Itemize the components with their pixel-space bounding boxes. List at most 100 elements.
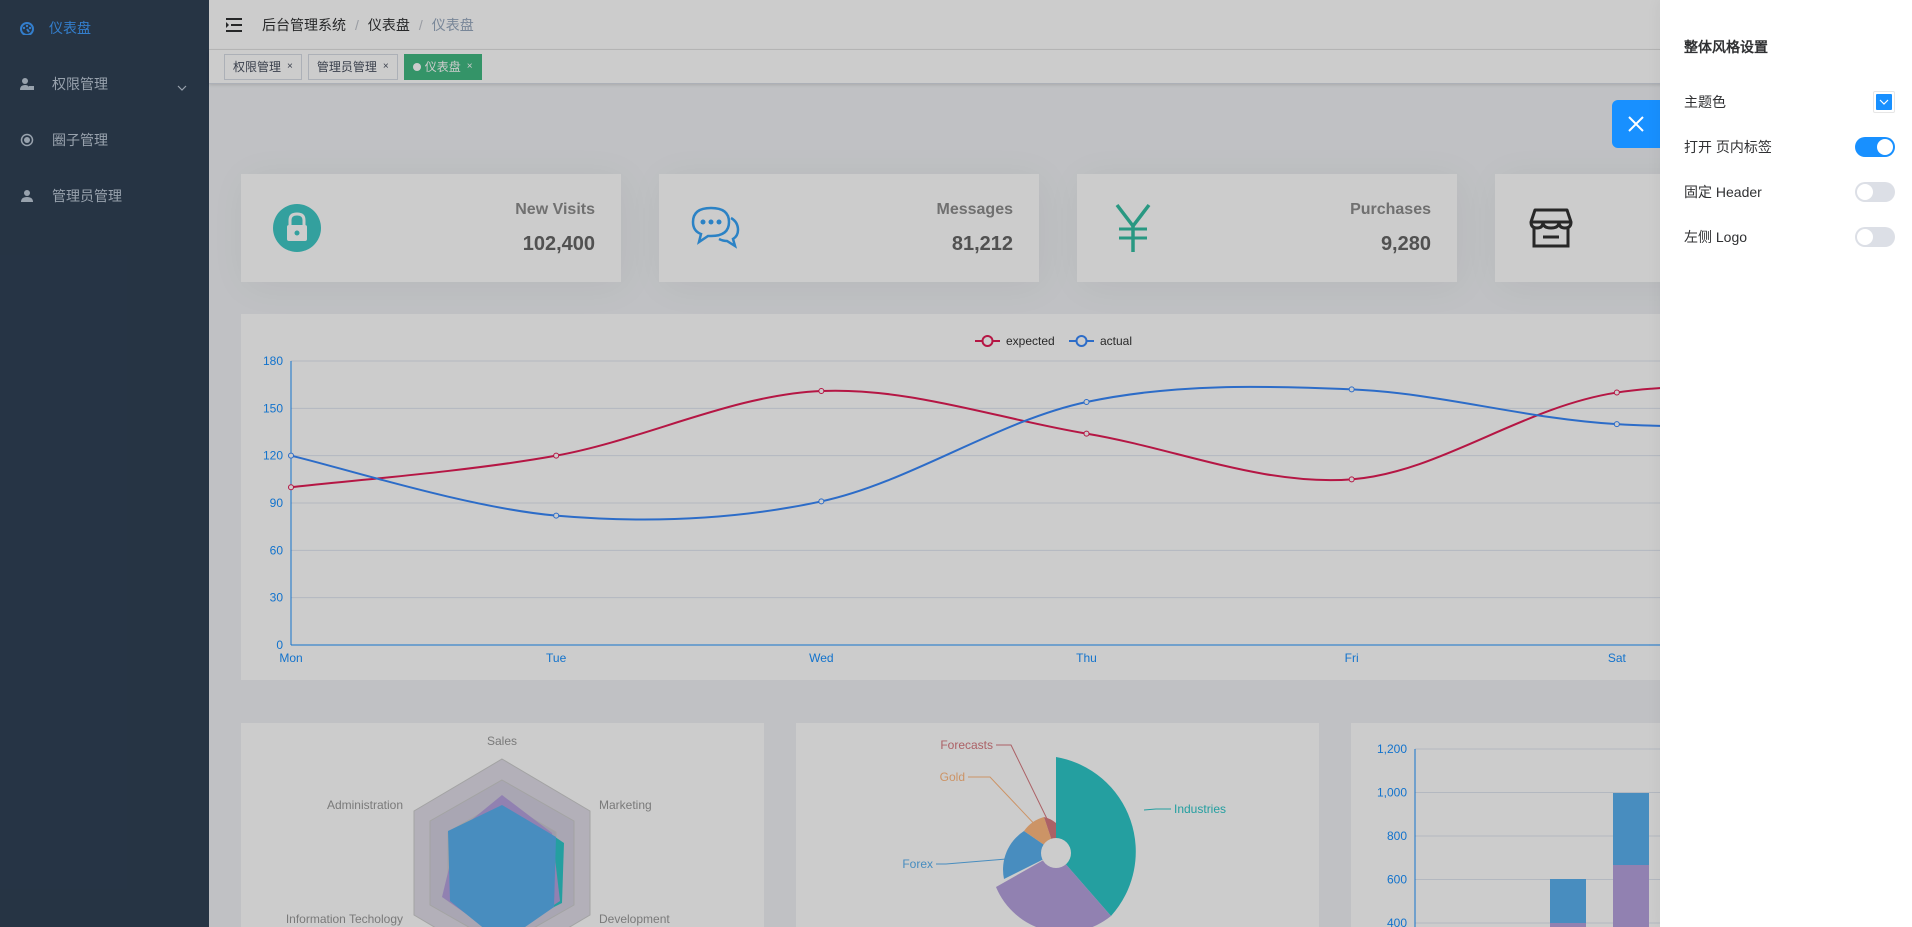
radar-series	[448, 805, 556, 927]
close-icon[interactable]: ×	[466, 60, 473, 72]
close-icon[interactable]: ×	[287, 60, 293, 72]
tag-label: 仪表盘	[424, 59, 461, 74]
tags-view: 权限管理 × 管理员管理 × 仪表盘 ×	[209, 50, 1912, 84]
y-tick-label: 120	[263, 449, 283, 463]
close-icon[interactable]: ×	[382, 60, 389, 72]
setting-label: 打开 页内标签	[1684, 138, 1772, 155]
y-tick-label: 400	[1387, 916, 1407, 927]
breadcrumb: 后台管理系统 / 仪表盘 / 仪表盘	[262, 15, 474, 35]
sidebar-logo-switch[interactable]	[1855, 226, 1895, 247]
settings-close-button[interactable]	[1612, 100, 1660, 148]
data-point	[1613, 421, 1620, 428]
close-icon	[1628, 116, 1644, 132]
sidebar-item-admins[interactable]: 管理员管理	[0, 168, 209, 224]
x-tick-label: Thu	[1076, 651, 1097, 665]
active-dot	[412, 62, 421, 71]
data-point	[1348, 386, 1355, 393]
bar	[1550, 879, 1586, 927]
sidebar-item-label: 权限管理	[52, 76, 108, 92]
panel-new-visits[interactable]: New Visits 102,400	[241, 174, 621, 282]
pie-chart-card: Industries Forecasts Gold Forex	[796, 723, 1319, 927]
radar-indicator: Sales	[487, 734, 517, 748]
chevron-down-icon	[1879, 99, 1889, 105]
pie-slice	[1003, 831, 1056, 879]
settings-panel: 整体风格设置 主题色 打开 页内标签 固定 Header 左侧 Logo	[1660, 0, 1912, 927]
yen-icon	[1105, 200, 1161, 256]
data-point	[1083, 399, 1090, 406]
theme-color-picker[interactable]	[1873, 90, 1895, 113]
bar-chart: 400 600 800 1,000 1,200	[1377, 742, 1874, 927]
x-tick-label: Tue	[546, 651, 567, 665]
radar-indicator: Development	[599, 912, 670, 926]
legend-marker	[1075, 335, 1088, 347]
setting-label: 主题色	[1684, 93, 1726, 110]
sidebar: 仪表盘 权限管理 圈子管理 管理员管理	[0, 0, 209, 927]
message-icon	[687, 200, 743, 256]
legend-label: actual	[1100, 334, 1132, 348]
breadcrumb-item[interactable]: 仪表盘	[367, 16, 410, 33]
setting-theme-color: 主题色	[1684, 79, 1912, 124]
data-point	[288, 452, 294, 459]
fixed-header-switch[interactable]	[1855, 181, 1895, 202]
navbar: 后台管理系统 / 仪表盘 / 仪表盘	[209, 0, 1912, 50]
data-point	[553, 452, 560, 459]
setting-label: 左侧 Logo	[1684, 228, 1748, 245]
tag-permissions[interactable]: 权限管理 ×	[224, 53, 302, 80]
breadcrumb-item[interactable]: 后台管理系统	[262, 16, 346, 33]
radar-indicator: Administration	[327, 798, 403, 812]
x-tick-label: Fri	[1345, 651, 1359, 665]
breadcrumb-separator: /	[355, 16, 359, 33]
y-tick-label: 600	[1387, 873, 1407, 887]
y-tick-label: 800	[1387, 829, 1407, 843]
x-tick-label: Sat	[1608, 651, 1627, 665]
dashboard-icon	[20, 21, 34, 35]
data-point	[818, 387, 825, 394]
dashboard-content: New Visits 102,400 Messages 81,212 Purch…	[209, 115, 1912, 927]
user-lock-icon	[20, 77, 34, 91]
user-icon	[20, 189, 34, 203]
data-point	[1613, 389, 1620, 396]
y-tick-label: 150	[263, 401, 283, 415]
radar-chart-card: Sales Marketing Development Information …	[241, 723, 764, 927]
circle-icon	[20, 133, 34, 147]
x-tick-label: Wed	[809, 651, 833, 665]
panel-purchases[interactable]: Purchases 9,280	[1077, 174, 1457, 282]
tags-view-switch[interactable]	[1855, 136, 1895, 157]
setting-sidebar-logo: 左侧 Logo	[1684, 214, 1912, 259]
chevron-down-icon	[177, 78, 187, 94]
panel-label: Purchases	[1350, 200, 1431, 218]
pie-slice	[1056, 757, 1136, 916]
hamburger-button[interactable]	[209, 0, 259, 50]
y-tick-label: 1,200	[1377, 742, 1407, 756]
radar-indicator: Information Techology	[286, 912, 403, 926]
tag-label: 管理员管理	[316, 59, 377, 74]
sidebar-item-permissions[interactable]: 权限管理	[0, 56, 209, 112]
tag-admins[interactable]: 管理员管理 ×	[307, 53, 398, 80]
tag-dashboard[interactable]: 仪表盘 ×	[403, 53, 482, 80]
panel-value: 102,400	[522, 232, 595, 255]
pie-label: Industries	[1174, 802, 1226, 816]
breadcrumb-item-current: 仪表盘	[431, 16, 474, 33]
panel-messages[interactable]: Messages 81,212	[659, 174, 1039, 282]
bar	[1550, 923, 1586, 927]
breadcrumb-separator: /	[418, 16, 423, 33]
menu-fold-icon	[226, 17, 242, 32]
radar-indicator: Marketing	[599, 798, 652, 812]
legend-label: expected	[1006, 334, 1055, 348]
panel-label: New Visits	[515, 200, 595, 218]
sidebar-item-dashboard[interactable]: 仪表盘	[0, 0, 209, 56]
pie-slice	[996, 853, 1111, 927]
line-chart-card: 0 30 60 90 120 150 180 Mon Tue Wed Thu Fri Sat expect…	[241, 314, 1912, 680]
settings-title: 整体风格设置	[1684, 39, 1768, 55]
y-tick-label: 30	[270, 591, 284, 605]
y-tick-label: 90	[270, 496, 284, 510]
sidebar-item-label: 圈子管理	[52, 132, 108, 148]
data-point	[818, 498, 825, 505]
sidebar-item-circles[interactable]: 圈子管理	[0, 112, 209, 168]
y-tick-label: 1,000	[1377, 786, 1407, 800]
y-tick-label: 180	[263, 354, 283, 368]
main-area: 后台管理系统 / 仪表盘 / 仪表盘 权限管理 × 管理员管理 × 仪表盘 ×	[209, 0, 1912, 927]
sidebar-item-label: 仪表盘	[49, 20, 91, 36]
pie-label: Forecasts	[940, 738, 993, 752]
